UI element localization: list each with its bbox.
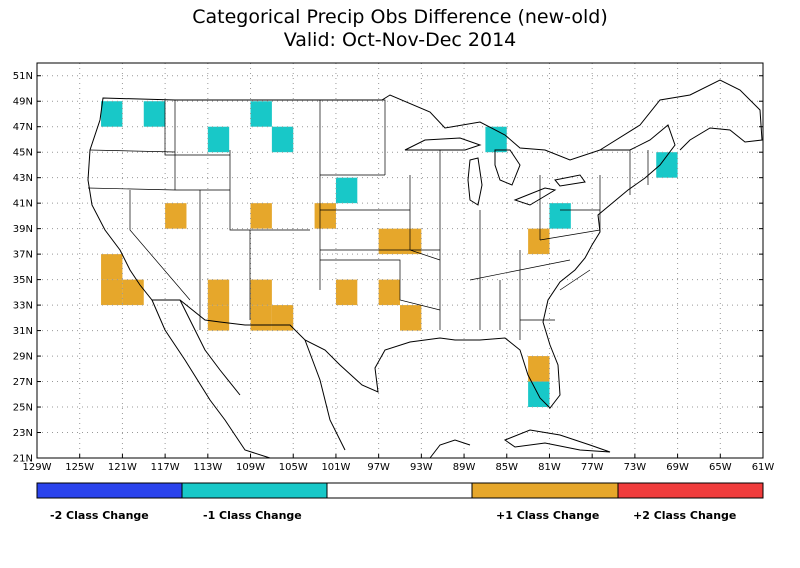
legend-label-plus1: +1 Class Change xyxy=(496,509,600,522)
plus1-cell xyxy=(378,228,400,255)
us-outline xyxy=(87,94,676,409)
legend-swatch-plus2 xyxy=(617,482,764,499)
lat-tick-label: 41N xyxy=(13,199,33,210)
minus1-cell xyxy=(335,177,358,204)
minus1-cell xyxy=(250,101,272,127)
legend-swatch-minus1 xyxy=(181,482,328,499)
lon-tick-label: 105W xyxy=(279,462,308,473)
lon-tick-label: 89W xyxy=(453,462,476,473)
state-borders xyxy=(87,99,649,340)
canada-coast xyxy=(599,79,763,151)
legend-label-minus1: -1 Class Change xyxy=(203,509,302,522)
plus1-cell xyxy=(335,279,358,306)
plus1-cell xyxy=(207,279,230,306)
plus1-cell xyxy=(314,203,336,229)
lat-lon-grid xyxy=(36,63,764,459)
minus1-cell xyxy=(207,126,230,153)
lake-erie xyxy=(513,187,557,206)
lon-tick-label: 81W xyxy=(538,462,561,473)
plus1-cell xyxy=(528,356,550,382)
lon-tick-label: 101W xyxy=(321,462,350,473)
plus1-cell xyxy=(250,203,272,229)
plus1-cell xyxy=(165,203,187,229)
legend-label-minus2: -2 Class Change xyxy=(50,509,149,522)
lon-tick-label: 129W xyxy=(23,462,52,473)
minus1-cell xyxy=(101,101,123,127)
lon-tick-label: 69W xyxy=(666,462,689,473)
legend-swatch-zero xyxy=(326,482,473,499)
mexico-coast xyxy=(151,299,346,459)
plus1-cell xyxy=(101,279,123,306)
plus1-cell xyxy=(378,279,400,306)
lat-tick-label: 51N xyxy=(13,71,33,82)
lat-tick-label: 49N xyxy=(13,97,33,108)
minus1-cell xyxy=(549,203,571,229)
minus1-cell xyxy=(143,101,166,127)
plus1-cell xyxy=(271,305,294,331)
lat-tick-label: 25N xyxy=(13,403,33,414)
lat-tick-label: 27N xyxy=(13,377,33,388)
lat-tick-label: 47N xyxy=(13,122,33,133)
lake-huron xyxy=(494,149,521,186)
lon-tick-label: 65W xyxy=(709,462,732,473)
lake-superior xyxy=(404,137,482,151)
map-title-line2: Valid: Oct-Nov-Dec 2014 xyxy=(283,29,517,51)
map-title-line1: Categorical Precip Obs Difference (new-o… xyxy=(192,6,608,28)
lon-tick-label: 93W xyxy=(410,462,433,473)
lon-tick-label: 61W xyxy=(752,462,775,473)
plus1-cell xyxy=(400,228,422,255)
lon-tick-label: 113W xyxy=(193,462,222,473)
plus1-cell xyxy=(400,305,422,331)
lon-tick-label: 117W xyxy=(151,462,180,473)
minus1-cell xyxy=(528,381,550,408)
lon-tick-label: 77W xyxy=(581,462,604,473)
lon-tick-label: 121W xyxy=(108,462,137,473)
coastlines xyxy=(87,79,763,459)
lat-tick-label: 45N xyxy=(13,148,33,159)
color-legend xyxy=(36,482,764,499)
yucatan-coast xyxy=(429,439,471,459)
lat-tick-label: 21N xyxy=(13,454,33,465)
lat-tick-label: 29N xyxy=(13,352,33,363)
plus1-cell xyxy=(101,254,123,280)
legend-swatch-plus1 xyxy=(471,482,619,499)
lat-tick-label: 23N xyxy=(13,428,33,439)
lon-tick-label: 97W xyxy=(367,462,390,473)
plus1-cell xyxy=(122,279,144,306)
plus1-cell xyxy=(528,228,550,255)
plus1-cell xyxy=(250,279,272,306)
lon-tick-label: 125W xyxy=(65,462,94,473)
lat-tick-label: 35N xyxy=(13,275,33,286)
lake-ontario xyxy=(554,174,586,187)
latitude-labels: 51N 49N 47N 45N 43N 41N 39N 37N 35N 33N 31N 29N 27N 2… xyxy=(13,71,33,464)
minus1-cell xyxy=(656,152,678,178)
longitude-labels: 129W 125W 121W 117W 113W 109W 105W 101W 97W 93W 89… xyxy=(23,462,775,473)
lat-tick-label: 43N xyxy=(13,173,33,184)
plus1-cell xyxy=(207,305,230,331)
minus1-cell xyxy=(271,126,294,153)
plus1-cell xyxy=(250,305,272,331)
lat-tick-label: 39N xyxy=(13,224,33,235)
cuba-coast xyxy=(503,429,611,453)
lat-tick-label: 31N xyxy=(13,326,33,337)
legend-swatch-minus2 xyxy=(36,482,183,499)
lat-tick-label: 33N xyxy=(13,301,33,312)
lat-tick-label: 37N xyxy=(13,250,33,261)
lake-michigan xyxy=(467,157,483,206)
lon-tick-label: 109W xyxy=(236,462,265,473)
lon-tick-label: 73W xyxy=(624,462,647,473)
lon-tick-label: 85W xyxy=(495,462,518,473)
legend-label-plus2: +2 Class Change xyxy=(633,509,737,522)
plot-frame xyxy=(36,62,764,459)
